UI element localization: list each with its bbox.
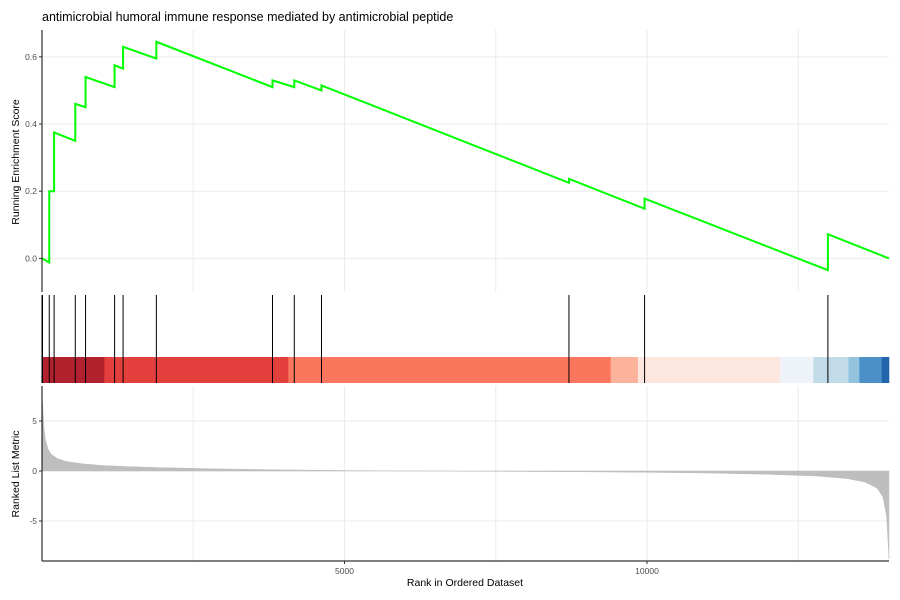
x-tick-label: 10000 — [635, 566, 659, 576]
es-y-tick-label: 0.6 — [25, 52, 37, 62]
es-y-tick-label: 0.0 — [25, 253, 37, 263]
colorbar-segment — [610, 357, 639, 383]
ranked-metric-area — [41, 392, 890, 560]
ranked-list-metric-layer — [41, 392, 890, 560]
colorbar-segment — [859, 357, 883, 383]
colorbar-segment — [881, 357, 890, 383]
x-axis-title: Rank in Ordered Dataset — [407, 577, 523, 589]
metric-y-tick-label: -5 — [29, 516, 37, 526]
metric-y-tick-label: 0 — [32, 466, 37, 476]
colorbar-segment — [288, 357, 611, 383]
colorbar-segment — [42, 357, 105, 383]
es-y-tick-label: 0.4 — [25, 119, 37, 129]
axes-layer: 0.0 0.2 0.4 0.6 -5 0 5 5000 10000 — [25, 30, 889, 576]
ranked-list-colorbar — [42, 357, 890, 383]
running-enrichment-layer — [41, 40, 890, 272]
es-y-tick-label: 0.2 — [25, 186, 37, 196]
colorbar-segment — [780, 357, 814, 383]
colorbar-segment — [104, 357, 289, 383]
colorbar-segment — [813, 357, 849, 383]
colorbar-segment — [848, 357, 860, 383]
metric-y-tick-label: 5 — [32, 416, 37, 426]
running-enrichment-line — [41, 40, 890, 272]
x-tick-label: 5000 — [335, 566, 354, 576]
grid-layer — [42, 30, 889, 561]
chart-title: antimicrobial humoral immune response me… — [42, 10, 453, 24]
es-y-axis-title: Running Enrichment Score — [10, 99, 22, 225]
metric-y-axis-title: Ranked List Metric — [10, 431, 22, 518]
colorbar-segment — [637, 357, 781, 383]
